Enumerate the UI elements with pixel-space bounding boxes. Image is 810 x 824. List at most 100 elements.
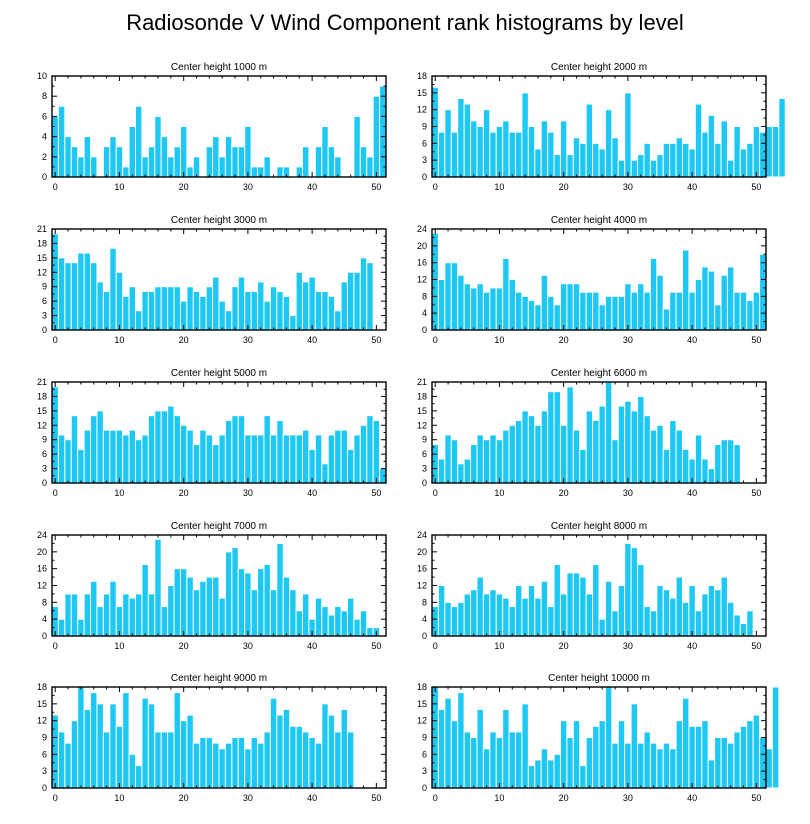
x-tick-label: 10 <box>494 488 504 498</box>
histogram-bar <box>733 291 741 331</box>
histogram-bar <box>147 593 156 637</box>
histogram-bar <box>540 274 549 331</box>
histogram-bar <box>231 146 239 178</box>
histogram-bar <box>212 742 220 789</box>
histogram-bar <box>167 405 175 484</box>
histogram-bar <box>714 444 722 484</box>
histogram-bar <box>502 257 510 331</box>
histogram-bar <box>77 156 85 178</box>
x-tick-label: 40 <box>307 182 317 192</box>
histogram-bar <box>269 589 278 637</box>
histogram-bar <box>90 415 98 484</box>
histogram-bar <box>359 610 368 637</box>
histogram-bar <box>694 434 703 484</box>
histogram-bar <box>547 759 555 789</box>
histogram-bar <box>656 585 664 637</box>
histogram-bar <box>70 720 79 789</box>
histogram-bar <box>534 759 542 789</box>
histogram-bar <box>135 765 143 789</box>
histogram-bar <box>83 252 92 331</box>
histogram-bar <box>714 304 722 331</box>
histogram-bar <box>739 148 748 178</box>
histogram-bar <box>617 720 626 789</box>
y-tick-label: 8 <box>422 291 427 301</box>
histogram-bar <box>553 753 561 789</box>
histogram-bar <box>192 742 201 789</box>
histogram-bar <box>508 279 517 331</box>
histogram-bar <box>624 92 632 178</box>
x-tick-label: 10 <box>494 182 504 192</box>
histogram-bar <box>431 444 439 484</box>
histogram-bar <box>701 720 709 789</box>
histogram-bar <box>694 103 703 178</box>
histogram-bar <box>379 85 387 178</box>
histogram-bar <box>102 291 111 331</box>
histogram-bar <box>263 156 271 178</box>
x-tick-label: 20 <box>179 182 189 192</box>
histogram-bar <box>218 597 226 637</box>
histogram-bar <box>244 291 252 331</box>
histogram-bar <box>739 725 748 789</box>
histogram-bar <box>51 714 59 789</box>
panel-title: Center height 4000 m <box>551 215 647 226</box>
histogram-bar <box>173 692 181 789</box>
histogram-bar <box>244 572 252 637</box>
histogram-bar <box>186 166 194 178</box>
histogram-bar <box>521 597 529 637</box>
histogram-bar <box>771 126 780 178</box>
histogram-bar <box>289 725 297 789</box>
histogram-bar <box>694 279 703 331</box>
y-tick-label: 0 <box>42 172 47 182</box>
histogram-bar <box>276 166 284 178</box>
histogram-bar <box>334 310 342 331</box>
histogram-bar <box>250 166 259 178</box>
x-tick-label: 30 <box>243 335 253 345</box>
histogram-bar <box>218 156 226 178</box>
histogram-bar <box>592 725 600 789</box>
histogram-bar <box>70 262 79 331</box>
histogram-bar <box>340 708 348 789</box>
histogram-bar <box>263 563 271 637</box>
x-tick-label: 20 <box>179 335 189 345</box>
histogram-bar <box>250 434 259 484</box>
histogram-bar <box>463 458 472 484</box>
histogram-bar <box>617 159 626 178</box>
y-tick-label: 18 <box>417 682 427 692</box>
histogram-bar <box>495 126 504 178</box>
x-tick-label: 50 <box>751 182 761 192</box>
histogram-bar <box>508 606 517 637</box>
y-tick-label: 24 <box>37 530 47 540</box>
histogram-bar <box>314 291 323 331</box>
histogram-bar <box>96 410 104 484</box>
histogram-bar <box>579 291 587 331</box>
y-tick-label: 21 <box>37 377 47 387</box>
histogram-bar <box>205 286 214 331</box>
histogram-bar <box>630 547 639 637</box>
histogram-bar <box>57 434 66 484</box>
histogram-bar <box>83 429 92 484</box>
histogram-bar <box>598 148 606 178</box>
histogram-bar <box>476 576 484 637</box>
histogram-bar <box>604 381 613 484</box>
histogram-bar <box>707 585 716 637</box>
histogram-bar <box>334 429 342 484</box>
histogram-bar <box>147 415 156 484</box>
histogram-bar <box>566 283 574 331</box>
histogram-bar <box>173 415 181 484</box>
histogram-bar <box>508 731 517 789</box>
histogram-bar <box>192 444 201 484</box>
histogram-bar <box>179 720 188 789</box>
histogram-bar <box>515 419 523 484</box>
histogram-bar <box>752 714 761 789</box>
x-tick-label: 40 <box>687 641 697 651</box>
histogram-bar <box>115 271 124 331</box>
histogram-bar <box>617 585 626 637</box>
histogram-bar <box>77 448 85 484</box>
histogram-bar <box>154 115 162 178</box>
histogram-bar <box>437 458 446 484</box>
histogram-bar <box>444 262 452 331</box>
x-tick-label: 10 <box>494 793 504 803</box>
histogram-bar <box>585 410 594 484</box>
y-tick-label: 9 <box>42 435 47 445</box>
histogram-bar <box>604 295 613 331</box>
